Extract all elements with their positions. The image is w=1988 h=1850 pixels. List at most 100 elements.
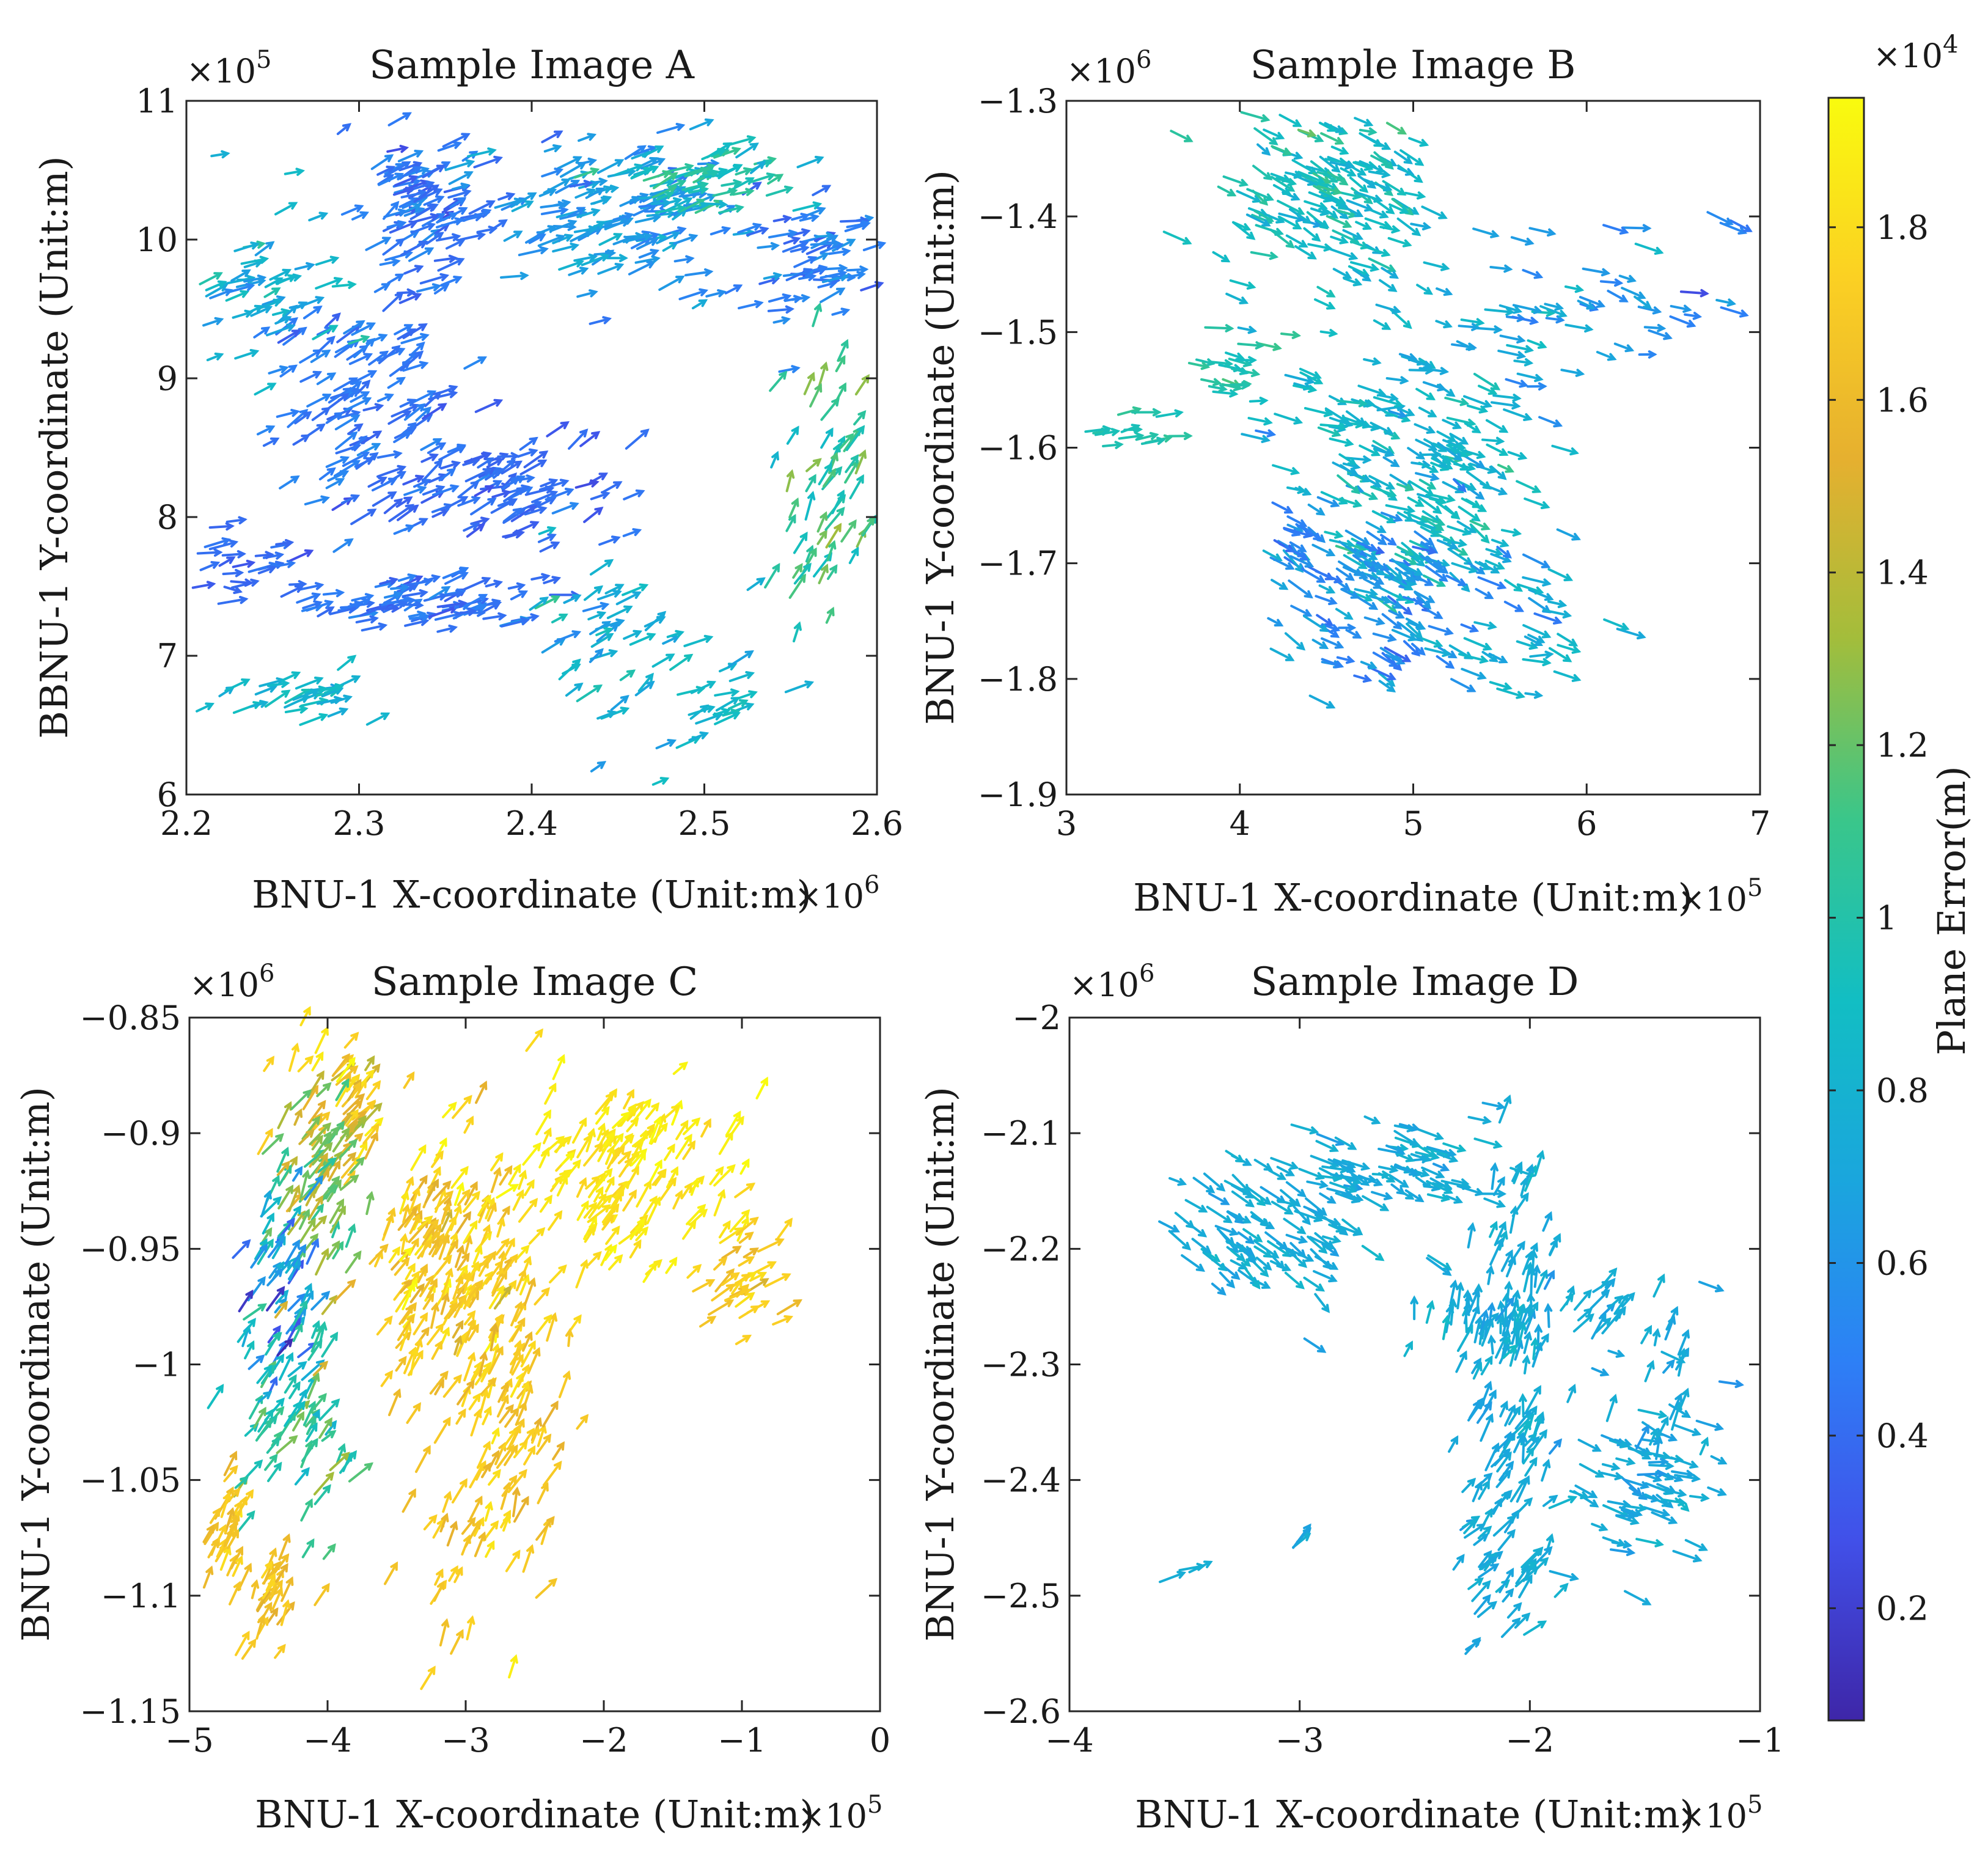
quiver-arrow (825, 606, 835, 624)
quiver-arrow (1421, 205, 1448, 219)
quiver-arrow (1373, 151, 1394, 170)
quiver-arrow (1445, 574, 1467, 587)
quiver-arrow (490, 498, 518, 514)
title-a: Sample Image A (369, 43, 695, 88)
quiver-arrow (1518, 1321, 1527, 1343)
quiver-arrow (1590, 1289, 1610, 1310)
quiver-arrow (519, 459, 548, 475)
quiver-arrow (612, 1111, 630, 1129)
y-tick-label: 10 (136, 221, 178, 259)
quiver-arrow (535, 1577, 558, 1599)
quiver-arrow (1547, 600, 1568, 609)
quiver-arrow (714, 711, 741, 725)
quiver-arrow (438, 1233, 450, 1260)
quiver-arrow (383, 200, 400, 220)
quiver-arrow (1363, 357, 1382, 366)
quiver-arrow (573, 167, 600, 179)
quiver-arrow (1140, 436, 1166, 446)
quiver-arrow (1338, 1225, 1363, 1236)
quiver-arrow (1615, 1305, 1626, 1322)
quiver-arrow (1624, 1590, 1652, 1606)
quiver-arrow (1359, 127, 1377, 136)
quiver-arrow (355, 615, 380, 624)
quiver-arrow (1335, 1192, 1361, 1203)
quiver-arrow (1456, 340, 1476, 351)
quiver-arrow (1544, 1302, 1553, 1328)
quiver-arrow (1393, 1164, 1418, 1176)
quiver-arrow (339, 1139, 358, 1159)
quiver-arrow (457, 496, 481, 507)
colorbar-tick-label: 1.6 (1876, 381, 1929, 419)
quiver-arrow (1402, 596, 1425, 605)
quiver-arrow (209, 288, 233, 299)
y-tick-label: −1.5 (978, 313, 1058, 351)
quiver-arrow (700, 1118, 711, 1138)
quiver-arrow (1289, 541, 1307, 552)
quiver-arrow (1403, 1340, 1413, 1357)
quiver-arrow (1349, 176, 1369, 193)
quiver-arrow (1319, 1192, 1337, 1204)
quiver-arrow (725, 1110, 741, 1137)
quiver-arrow (1329, 248, 1359, 260)
quiver-arrow (1219, 1271, 1236, 1289)
quiver-arrow (1211, 1282, 1227, 1296)
quiver-arrow (1339, 497, 1363, 508)
quiver-arrow (1551, 444, 1579, 456)
quiver-arrow (1473, 1594, 1491, 1615)
quiver-arrow (1729, 219, 1753, 232)
quiver-arrow (651, 777, 670, 786)
quiver-arrow (329, 1205, 346, 1234)
quiver-arrow (1490, 1162, 1499, 1191)
quiver-arrow (310, 349, 331, 364)
quiver-arrow (455, 607, 477, 616)
quiver-arrow (387, 112, 412, 127)
quiver-arrow (308, 1070, 325, 1096)
quiver-arrow (488, 1345, 504, 1375)
quiver-arrow (266, 1285, 285, 1312)
quiver-arrow (845, 453, 859, 474)
quiver-arrow (763, 272, 783, 281)
quiver-arrow (444, 1302, 458, 1320)
quiver-arrow (1553, 670, 1582, 682)
quiver-arrow (531, 490, 559, 504)
quiver-arrow (1574, 1484, 1598, 1499)
quiver-arrow (1472, 1362, 1483, 1380)
quiver-arrow (422, 164, 446, 178)
quiver-arrow (433, 1580, 445, 1602)
quiver-arrow (1486, 443, 1509, 456)
quiver-arrow (422, 1219, 439, 1239)
quiver-arrow (333, 460, 361, 477)
quiver-arrow (523, 450, 549, 469)
quiver-arrow (343, 1032, 359, 1049)
plot-frame-d (1068, 1016, 1761, 1712)
quiver-arrow (1625, 1503, 1648, 1513)
quiver-arrow (253, 326, 271, 339)
y-tick-label: −1.8 (978, 660, 1058, 699)
x-tick-label: 3 (1056, 804, 1077, 843)
quiver-arrow (792, 201, 823, 212)
panel-c: −5 −4 −3 −2 −1 0−1.15−1.1−1.05−1−0.95−0.9−0.8… (13, 960, 890, 1837)
quiver-arrow (668, 179, 687, 189)
quiver-arrow (461, 1516, 476, 1535)
quiver-arrow (422, 403, 447, 420)
quiver-arrow (585, 188, 606, 199)
quiver-arrow (343, 389, 361, 402)
quiver-arrow (397, 166, 422, 180)
quiver-arrow (735, 167, 753, 176)
quiver-arrow (288, 1184, 301, 1213)
quiver-arrow (827, 564, 838, 580)
quiver-arrow (793, 531, 808, 554)
quiver-arrow (1465, 471, 1492, 490)
quiver-arrow (603, 1203, 620, 1225)
quiver-arrow (718, 1131, 733, 1155)
quiver-arrow (310, 1203, 325, 1221)
quiver-arrow (635, 1226, 649, 1241)
quiver-arrow (538, 526, 557, 535)
quiver-arrow (302, 600, 323, 609)
quiver-arrow (1271, 1255, 1285, 1270)
quiver-arrow (1494, 1432, 1516, 1453)
quiver-arrow (1497, 463, 1515, 473)
quiver-arrow (254, 551, 274, 559)
quiver-arrow (490, 1166, 502, 1194)
quiver-arrow (1288, 208, 1312, 224)
